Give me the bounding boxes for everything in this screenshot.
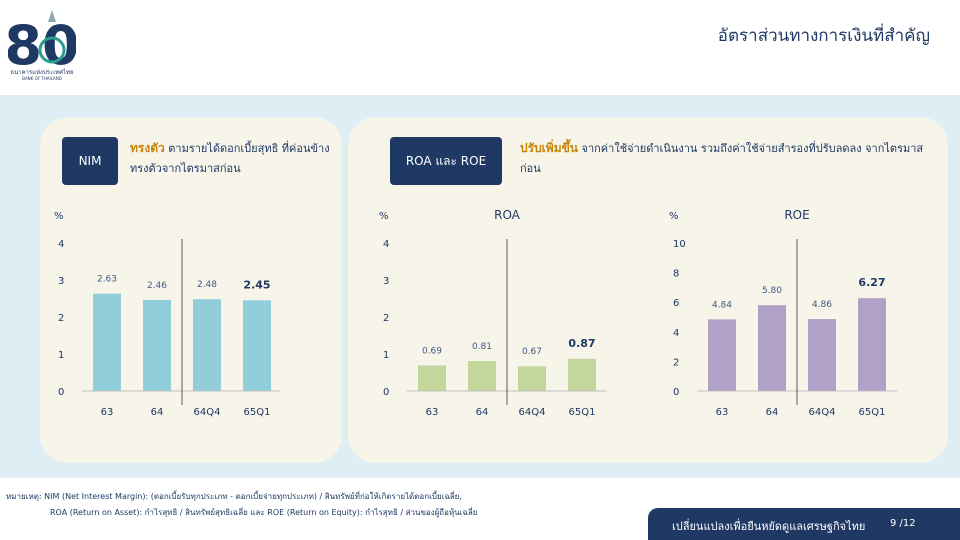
nim-chart: % 0 1 2 3 4 2.63 63 2.46 64 2.48 64Q4 2.45 65Q1 bbox=[54, 211, 280, 418]
y-tick-label: 10 bbox=[673, 239, 686, 250]
value-label-63: 4.84 bbox=[712, 300, 732, 310]
nim-badge: NIM bbox=[62, 137, 118, 185]
value-label-63: 0.69 bbox=[422, 346, 442, 356]
y-unit-label: % bbox=[379, 211, 389, 222]
nim-highlight: ทรงตัว bbox=[130, 141, 165, 155]
x-tick-label-63: 63 bbox=[101, 407, 114, 418]
y-tick-label: 0 bbox=[58, 387, 64, 398]
y-tick-label: 1 bbox=[58, 350, 64, 361]
x-tick-label-65Q1: 65Q1 bbox=[244, 407, 271, 418]
bar-65Q1 bbox=[243, 300, 271, 391]
bar-64Q4 bbox=[518, 366, 546, 391]
bar-64Q4 bbox=[808, 319, 836, 391]
x-tick-label-64Q4: 64Q4 bbox=[194, 407, 221, 418]
page-number: 9 /12 bbox=[890, 518, 916, 529]
roa-roe-desc-text: จากค่าใช้จ่ายดำเนินงาน รวมถึงค่าใช้จ่ายส… bbox=[520, 142, 924, 175]
x-tick-label-64Q4: 64Q4 bbox=[809, 407, 836, 418]
x-tick-label-64Q4: 64Q4 bbox=[519, 407, 546, 418]
bar-65Q1 bbox=[568, 358, 596, 391]
roa-chart: % ROA 0 1 2 3 4 0.69 63 0.81 64 0.67 64Q4 0.87 65Q1 bbox=[379, 208, 607, 418]
y-tick-label: 2 bbox=[383, 313, 389, 324]
bar-63 bbox=[708, 319, 736, 391]
page-title: อัตราส่วนทางการเงินที่สำคัญ bbox=[717, 26, 930, 46]
x-tick-label-63: 63 bbox=[716, 407, 729, 418]
y-tick-label: 4 bbox=[673, 328, 679, 339]
y-tick-label: 6 bbox=[673, 298, 679, 309]
footnote-line-2: ROA (Return on Asset): กำไรสุทธิ / สินทร… bbox=[50, 508, 478, 517]
value-label-64Q4: 0.67 bbox=[522, 347, 542, 357]
x-tick-label-65Q1: 65Q1 bbox=[569, 407, 596, 418]
bot-80-logo: 80 bbox=[8, 10, 76, 77]
value-label-64: 0.81 bbox=[472, 342, 492, 352]
bar-64 bbox=[758, 305, 786, 391]
roa-roe-highlight: ปรับเพิ่มขึ้น bbox=[520, 141, 579, 155]
logo-name-en: BANK OF THAILAND bbox=[22, 76, 62, 81]
bar-64 bbox=[468, 361, 496, 391]
value-label-64Q4: 4.86 bbox=[812, 300, 832, 310]
x-tick-label-64: 64 bbox=[476, 407, 489, 418]
logo-name: ธนาคารแห่งประเทศไทย bbox=[10, 69, 74, 76]
value-label-64Q4: 2.48 bbox=[197, 280, 217, 290]
roa-roe-description: ปรับเพิ่มขึ้น จากค่าใช้จ่ายดำเนินงาน รวม… bbox=[520, 138, 930, 179]
value-label-64: 5.80 bbox=[762, 286, 782, 296]
nim-description: ทรงตัว ตามรายได้ดอกเบี้ยสุทธิ ที่ค่อนข้า… bbox=[130, 138, 330, 179]
bar-63 bbox=[418, 365, 446, 391]
value-label-65Q1: 2.45 bbox=[243, 278, 270, 291]
y-tick-label: 0 bbox=[383, 387, 389, 398]
y-tick-label: 4 bbox=[58, 239, 64, 250]
y-tick-label: 3 bbox=[58, 276, 64, 287]
chart-title: ROA bbox=[494, 208, 521, 222]
y-unit-label: % bbox=[54, 211, 64, 222]
x-tick-label-63: 63 bbox=[426, 407, 439, 418]
value-label-65Q1: 6.27 bbox=[858, 276, 885, 289]
roe-chart: % ROE 0 2 4 6 8 10 4.84 63 5.80 64 4.86 64Q4 6.27 65Q1 bbox=[669, 208, 897, 418]
value-label-64: 2.46 bbox=[147, 281, 167, 291]
bar-65Q1 bbox=[858, 298, 886, 391]
y-unit-label: % bbox=[669, 211, 679, 222]
y-tick-label: 8 bbox=[673, 269, 679, 280]
logo-emblem-icon bbox=[48, 10, 56, 22]
x-tick-label-64: 64 bbox=[151, 407, 164, 418]
value-label-65Q1: 0.87 bbox=[568, 337, 595, 350]
footnote-line-1: หมายเหตุ: NIM (Net Interest Margin): (ดอ… bbox=[6, 492, 462, 501]
chart-title: ROE bbox=[784, 208, 809, 222]
nim-desc-text: ตามรายได้ดอกเบี้ยสุทธิ ที่ค่อนข้างทรงตัว… bbox=[130, 142, 330, 175]
y-tick-label: 1 bbox=[383, 350, 389, 361]
logo-accent-icon bbox=[38, 36, 66, 64]
bottom-slogan: เปลี่ยนแปลงเพื่อยืนหยัดดูแลเศรษฐกิจไทย bbox=[672, 520, 866, 533]
y-tick-label: 0 bbox=[673, 387, 679, 398]
value-label-63: 2.63 bbox=[97, 275, 117, 285]
y-tick-label: 4 bbox=[383, 239, 389, 250]
bar-63 bbox=[93, 293, 121, 391]
y-tick-label: 3 bbox=[383, 276, 389, 287]
x-tick-label-65Q1: 65Q1 bbox=[859, 407, 886, 418]
roa-roe-badge: ROA และ ROE bbox=[390, 137, 502, 185]
x-tick-label-64: 64 bbox=[766, 407, 779, 418]
bar-64 bbox=[143, 299, 171, 391]
y-tick-label: 2 bbox=[58, 313, 64, 324]
bottom-bar bbox=[648, 508, 960, 540]
y-tick-label: 2 bbox=[673, 357, 679, 368]
bar-64Q4 bbox=[193, 299, 221, 391]
